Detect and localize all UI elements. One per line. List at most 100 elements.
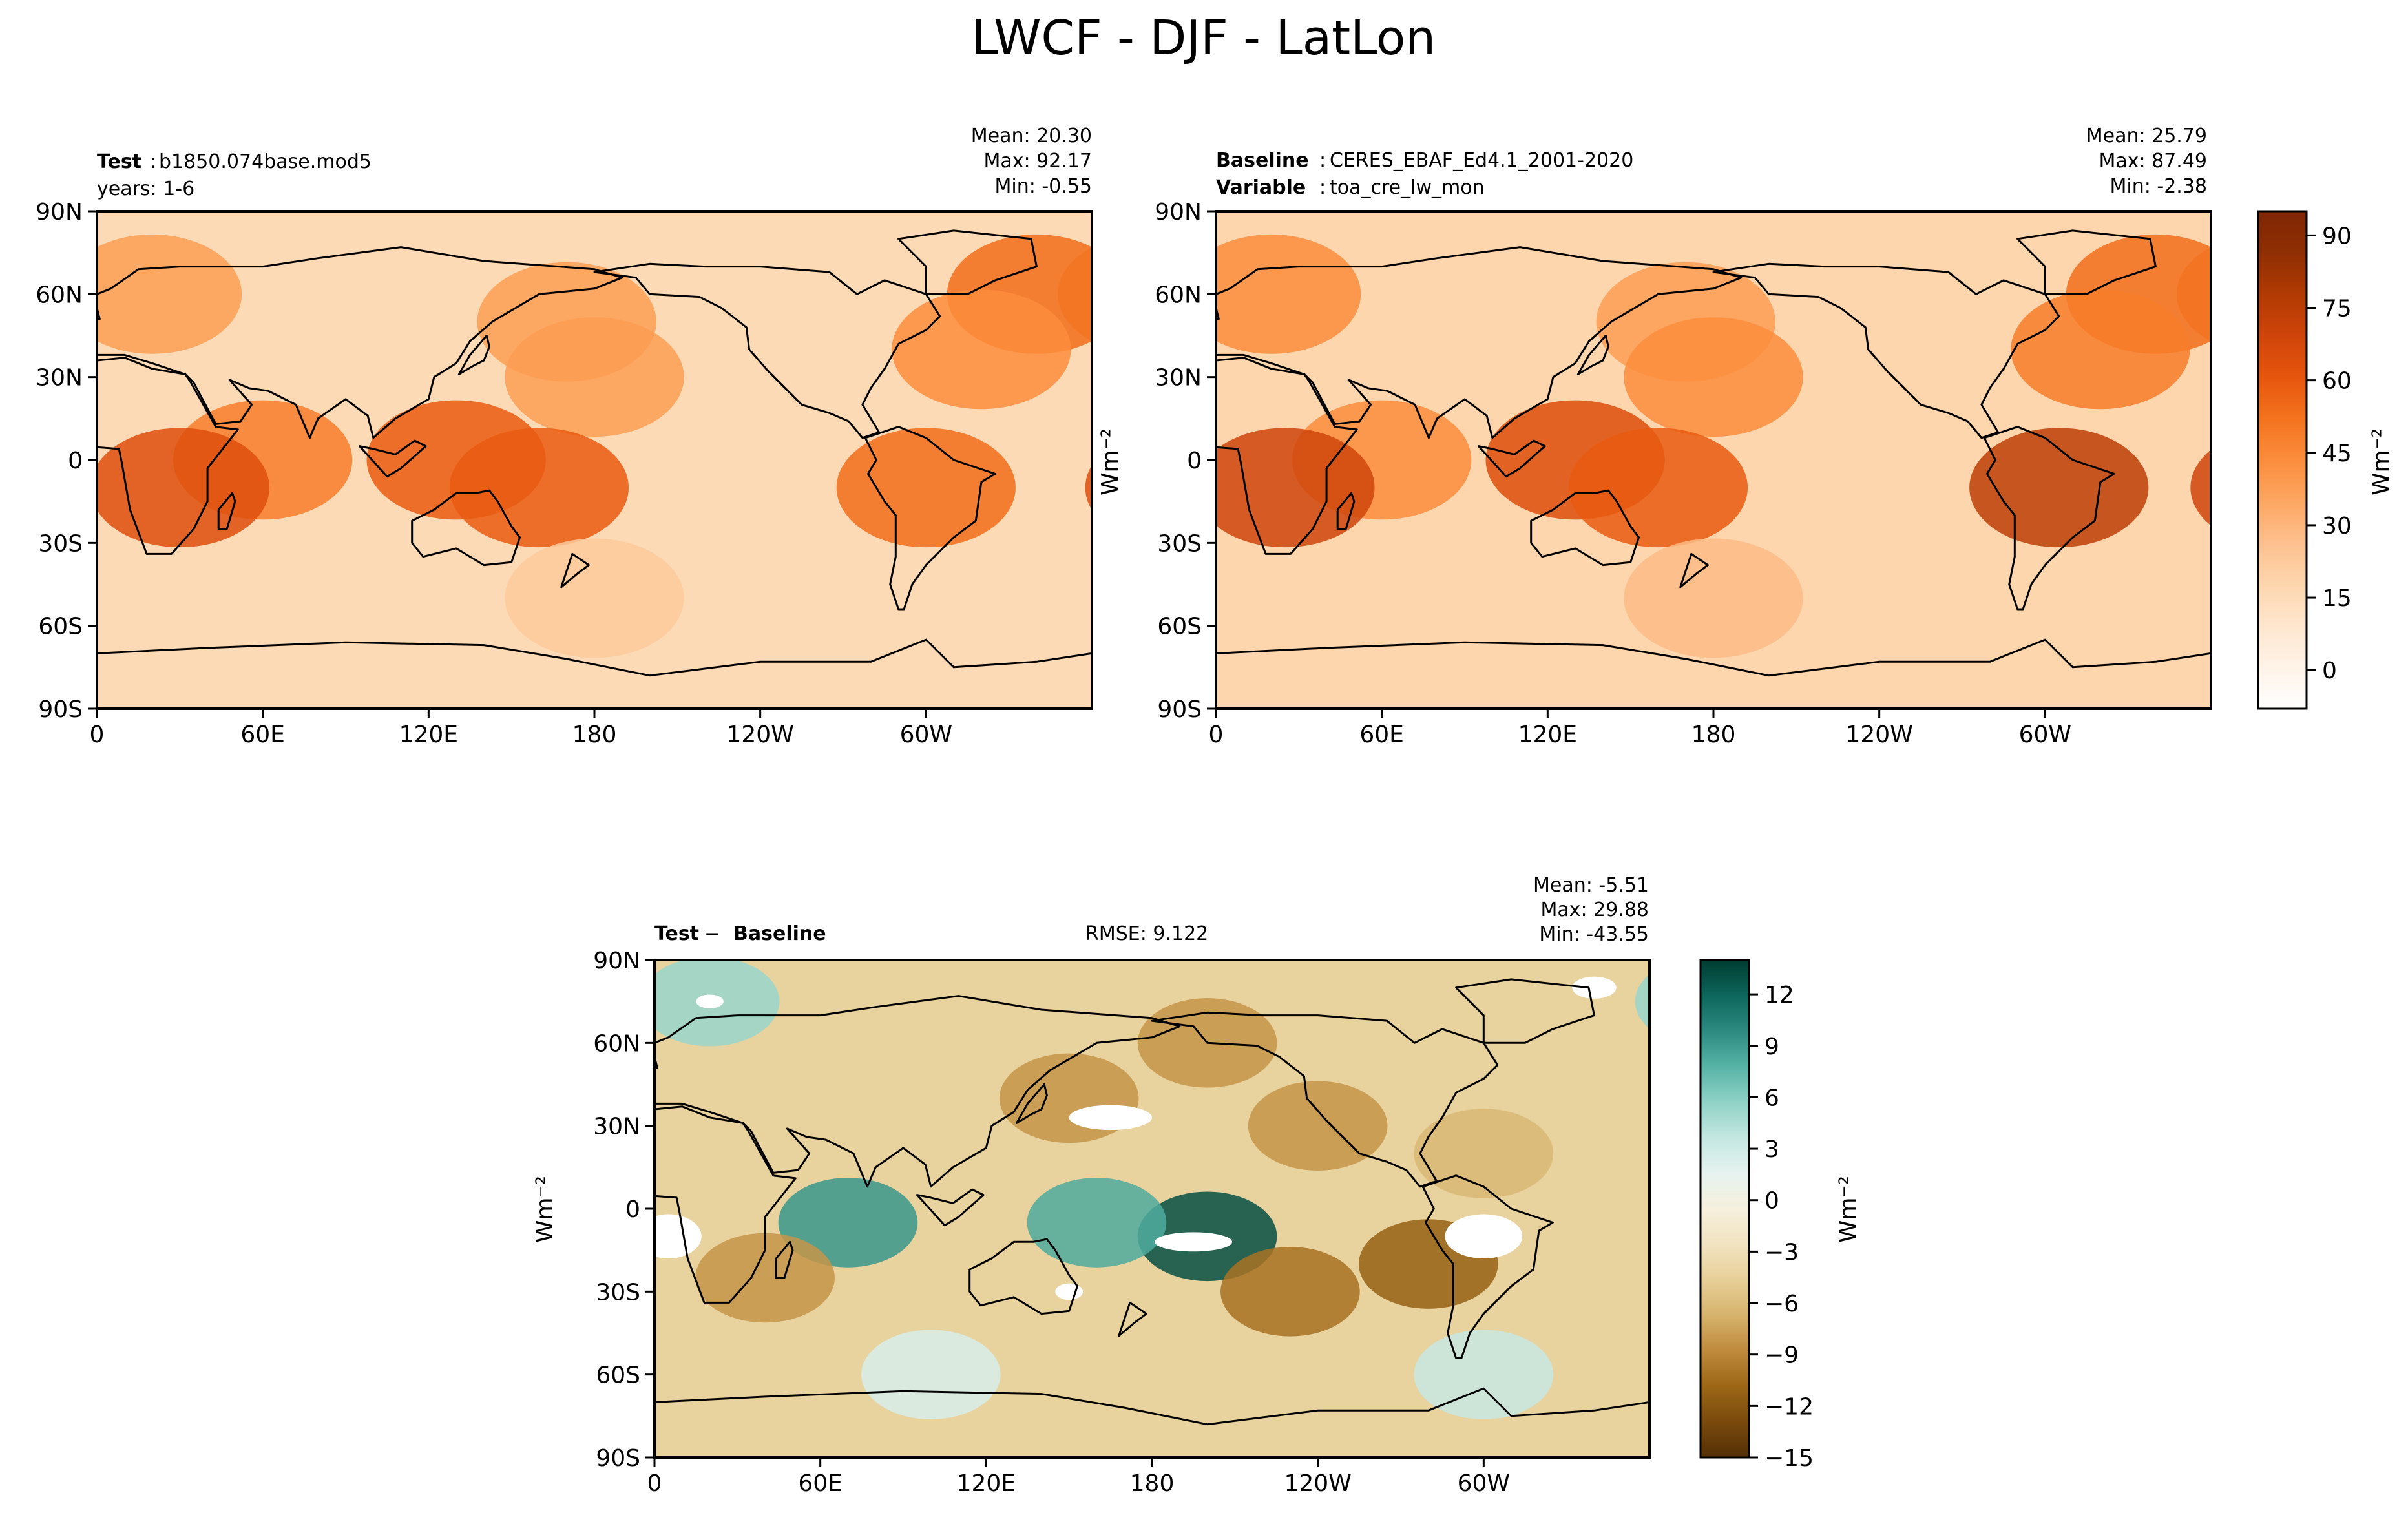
figure-title: LWCF - DJF - LatLon <box>972 10 1436 66</box>
baseline-mean: Mean: 25.79 <box>2086 125 2207 147</box>
baseline-field-blob <box>1624 317 1803 437</box>
baseline-map: 0 60E 120E 180 120W 60W 90N 60N 30N 0 30S 60S 90S <box>1155 199 2212 748</box>
diff-max: Max: 29.88 <box>1540 899 1649 921</box>
test-field-blob <box>505 317 684 437</box>
diff-field-blob <box>1248 1081 1388 1171</box>
x-tick-label: 60W <box>2019 722 2071 748</box>
baseline-dataset-name: CERES_EBAF_Ed4.1_2001-2020 <box>1330 149 1633 172</box>
colorbar-tick-label: 60 <box>2322 368 2352 395</box>
diff-missing-mask <box>1445 1214 1523 1258</box>
diff-missing-mask <box>1572 976 1617 999</box>
coastline <box>1712 262 2060 439</box>
x-tick-label: 60E <box>1359 722 1404 748</box>
coastline <box>593 262 941 439</box>
diff-min: Min: -43.55 <box>1539 923 1649 946</box>
colorbar-tick-label: 15 <box>2322 585 2352 612</box>
coastline <box>1530 489 1640 567</box>
colorbar-tick-label: 90 <box>2322 223 2352 249</box>
y-tick-label: 90N <box>1155 199 1202 225</box>
colorbar-tick-label: 30 <box>2322 513 2352 539</box>
colorbar-tick-label: −9 <box>1764 1342 1799 1369</box>
coastline <box>1455 978 1595 1044</box>
baseline-field-blob <box>2190 450 2211 526</box>
coastline <box>1151 1011 1499 1188</box>
y-tick-label: 0 <box>625 1196 640 1223</box>
coastline <box>1983 426 2115 611</box>
test-label: Test <box>97 151 141 173</box>
panel-test: Test : b1850.074base.mod5 years: 1-6 Mea… <box>36 125 1093 748</box>
coastline <box>1336 492 1356 530</box>
coastline <box>1679 552 1709 589</box>
x-tick-label: 120W <box>727 722 794 748</box>
difference-map: 0 60E 120E 180 120W 60W 90N 60N 30N 0 30S 60S 90S <box>593 948 1651 1497</box>
colorbar-tick-label: −3 <box>1764 1239 1799 1266</box>
diff-field-blob <box>1414 1109 1554 1198</box>
coastline <box>1477 439 1546 478</box>
x-tick-label: 0 <box>647 1470 662 1497</box>
colorbar-gradient <box>1699 959 1750 1459</box>
x-tick-label: 180 <box>1691 722 1736 748</box>
coastline <box>916 1188 985 1227</box>
x-tick-label: 0 <box>90 722 105 748</box>
colorbar-tick-label: 0 <box>2322 658 2337 684</box>
test-field-blob <box>1085 465 1092 510</box>
y-tick-label: 30N <box>593 1114 640 1140</box>
baseline-field-blob <box>2011 289 2190 410</box>
test-years: years: 1-6 <box>97 178 194 200</box>
coastline <box>217 492 236 530</box>
y-tick-label: 30S <box>596 1279 640 1306</box>
x-tick-label: 120E <box>399 722 458 748</box>
diff-plot-area <box>654 960 1649 1457</box>
coastline <box>97 357 239 555</box>
test-field-blob <box>449 428 629 548</box>
diff-field-blob <box>1635 974 1649 1029</box>
y-tick-label: 90S <box>596 1445 640 1472</box>
y-tick-label: 30S <box>1157 530 1202 557</box>
x-tick-label: 60E <box>798 1470 843 1497</box>
y-tick-label: 60S <box>1157 614 1202 640</box>
y-tick-label: 60N <box>36 282 83 308</box>
colorbar-tick-label: 75 <box>2322 296 2352 322</box>
diff-missing-mask <box>1155 1232 1233 1252</box>
y-tick-label: 30S <box>38 530 83 557</box>
coastline <box>411 489 521 567</box>
variable-label: Variable <box>1216 176 1306 199</box>
diff-missing-mask <box>1055 1283 1084 1300</box>
test-min: Min: -0.55 <box>995 175 1093 198</box>
diff-field-blob <box>1027 1178 1167 1268</box>
coastline <box>1576 335 1609 375</box>
x-tick-label: 0 <box>1209 722 1224 748</box>
x-tick-label: 120W <box>1846 722 1913 748</box>
colorbar-tick-label: 9 <box>1764 1034 1779 1060</box>
coastline <box>968 1238 1078 1315</box>
y-tick-label: 90S <box>38 696 83 723</box>
diff-field-blob <box>1220 1247 1360 1337</box>
test-field-blob <box>892 289 1071 410</box>
test-mean: Mean: 20.30 <box>971 125 1092 147</box>
baseline-field-blob <box>1216 234 1361 354</box>
panel-baseline: Baseline : CERES_EBAF_Ed4.1_2001-2020 Va… <box>1097 125 2394 748</box>
baseline-label: Baseline <box>1216 149 1309 172</box>
coastline <box>1216 638 2211 709</box>
coastline <box>864 426 996 611</box>
coastline <box>1216 357 1358 555</box>
test-plot-area <box>97 211 1092 709</box>
diff-mean: Mean: -5.51 <box>1533 874 1649 897</box>
diff-field-blob <box>861 1330 1001 1419</box>
baseline-field-blob <box>1624 538 1803 658</box>
diff-missing-mask <box>696 994 724 1008</box>
y-tick-label: 60N <box>593 1030 640 1057</box>
coastline <box>2016 229 2157 295</box>
x-tick-label: 60W <box>900 722 952 748</box>
panel-difference: Test − Baseline RMSE: 9.122 Mean: -5.51 … <box>532 874 1861 1497</box>
coastline <box>654 995 1181 1188</box>
baseline-ylabel: Wm⁻² <box>1097 428 1124 496</box>
diff-colorbar-label: Wm⁻² <box>1835 1176 1861 1243</box>
coastline <box>1118 1301 1147 1337</box>
diff-ylabel: Wm⁻² <box>532 1176 558 1243</box>
colorbar-tick-label: 6 <box>1764 1085 1779 1111</box>
test-field-blob <box>97 234 242 354</box>
diff-rmse: RMSE: 9.122 <box>1085 923 1208 945</box>
test-label-sep: : <box>150 151 156 173</box>
